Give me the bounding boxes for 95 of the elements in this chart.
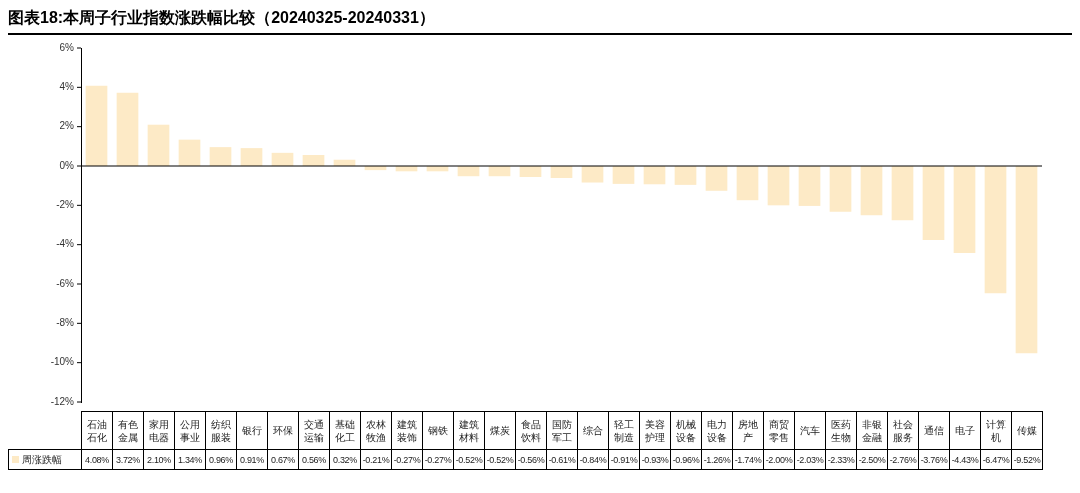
- bar: [798, 166, 821, 206]
- data-label: -0.91%: [608, 449, 640, 470]
- x-tick-label: 建筑装饰: [396, 417, 418, 444]
- x-tick-label: 计算机: [985, 417, 1007, 444]
- x-tick-label: 房地产: [737, 417, 759, 444]
- x-tick-label: 轻工制造: [613, 417, 635, 444]
- x-tick-label: 电子: [954, 424, 976, 437]
- chart-title: 图表18:本周子行业指数涨跌幅比较（20240325-20240331）: [8, 8, 1072, 35]
- x-tick-label: 国防军工: [551, 417, 573, 444]
- data-label: 0.32%: [329, 449, 361, 470]
- y-tick-label: -4%: [56, 238, 75, 250]
- bar: [984, 166, 1007, 294]
- x-tick-label: 基础化工: [334, 417, 356, 444]
- data-label: 2.10%: [143, 449, 175, 470]
- bar: [705, 166, 728, 191]
- x-tick-label: 环保: [272, 424, 294, 437]
- x-tick-label: 农林牧渔: [365, 417, 387, 444]
- x-tick-label: 传媒: [1016, 424, 1038, 437]
- y-tick-label: 4%: [59, 81, 75, 93]
- bar: [891, 166, 914, 221]
- data-label: -0.56%: [515, 449, 547, 470]
- y-tick-label: -2%: [56, 199, 75, 211]
- bar: [116, 92, 139, 166]
- bar: [178, 139, 201, 166]
- bar: [860, 166, 883, 216]
- bar: [209, 147, 232, 166]
- x-tick-label: 商贸零售: [768, 417, 790, 444]
- data-label: -3.76%: [918, 449, 950, 470]
- data-label: 0.96%: [205, 449, 237, 470]
- data-label: -0.27%: [422, 449, 454, 470]
- data-label: -2.33%: [825, 449, 857, 470]
- x-tick-label: 家用电器: [148, 417, 170, 444]
- data-label: -0.27%: [391, 449, 423, 470]
- x-tick-label: 电力设备: [706, 417, 728, 444]
- data-label: 3.72%: [112, 449, 144, 470]
- x-tick-label: 纺织服装: [210, 417, 232, 444]
- data-label: -2.50%: [856, 449, 888, 470]
- x-tick-label: 银行: [241, 424, 263, 437]
- y-tick-label: -8%: [56, 317, 75, 329]
- data-label: 0.56%: [298, 449, 330, 470]
- bar: [240, 148, 263, 166]
- data-label: -2.00%: [763, 449, 795, 470]
- x-tick-label: 汽车: [799, 424, 821, 437]
- data-label: -2.03%: [794, 449, 826, 470]
- legend-label: 周涨跌幅: [21, 453, 62, 465]
- bar: [1015, 166, 1038, 354]
- data-label: 0.91%: [236, 449, 268, 470]
- x-tick-label: 医药生物: [830, 417, 852, 444]
- bar: [147, 124, 170, 166]
- x-tick-label: 通信: [923, 424, 945, 437]
- data-label: -0.52%: [484, 449, 516, 470]
- bar: [85, 85, 108, 166]
- data-label: 4.08%: [81, 449, 113, 470]
- y-tick-label: 6%: [59, 41, 75, 53]
- y-tick-label: -6%: [56, 277, 75, 289]
- y-tick-label: -12%: [50, 395, 75, 407]
- x-tick-label: 综合: [582, 424, 604, 437]
- data-label: 0.67%: [267, 449, 299, 470]
- x-tick-label: 石油石化: [86, 417, 108, 444]
- x-tick-label: 非银金融: [861, 417, 883, 444]
- x-tick-label: 食品饮料: [520, 417, 542, 444]
- data-label: -0.61%: [546, 449, 578, 470]
- data-label: -9.52%: [1011, 449, 1043, 470]
- bar: [736, 166, 759, 201]
- data-label: -0.52%: [453, 449, 485, 470]
- x-tick-label: 交通运输: [303, 417, 325, 444]
- x-tick-label: 有色金属: [117, 417, 139, 444]
- x-tick-label: 社会服务: [892, 417, 914, 444]
- x-tick-label: 机械设备: [675, 417, 697, 444]
- bar: [612, 166, 635, 184]
- data-label: -4.43%: [949, 449, 981, 470]
- x-tick-label: 煤炭: [489, 424, 511, 437]
- data-label: -0.93%: [639, 449, 671, 470]
- bar: [829, 166, 852, 212]
- bar: [643, 166, 666, 185]
- data-label: -2.76%: [887, 449, 919, 470]
- data-label: -0.84%: [577, 449, 609, 470]
- bar: [581, 166, 604, 183]
- data-label: -1.74%: [732, 449, 764, 470]
- x-tick-label: 建筑材料: [458, 417, 480, 444]
- y-tick-label: -10%: [50, 356, 75, 368]
- data-label: -0.21%: [360, 449, 392, 470]
- data-label: -6.47%: [980, 449, 1012, 470]
- x-tick-label: 美容护理: [644, 417, 666, 444]
- data-label: 1.34%: [174, 449, 206, 470]
- bar: [922, 166, 945, 240]
- bar: [674, 166, 697, 185]
- data-label: -0.96%: [670, 449, 702, 470]
- y-tick-label: 0%: [59, 159, 75, 171]
- x-tick-label: 钢铁: [427, 424, 449, 437]
- bar: [953, 166, 976, 254]
- bar: [767, 166, 790, 206]
- y-tick-label: 2%: [59, 120, 75, 132]
- data-label: -1.26%: [701, 449, 733, 470]
- x-tick-label: 公用事业: [179, 417, 201, 444]
